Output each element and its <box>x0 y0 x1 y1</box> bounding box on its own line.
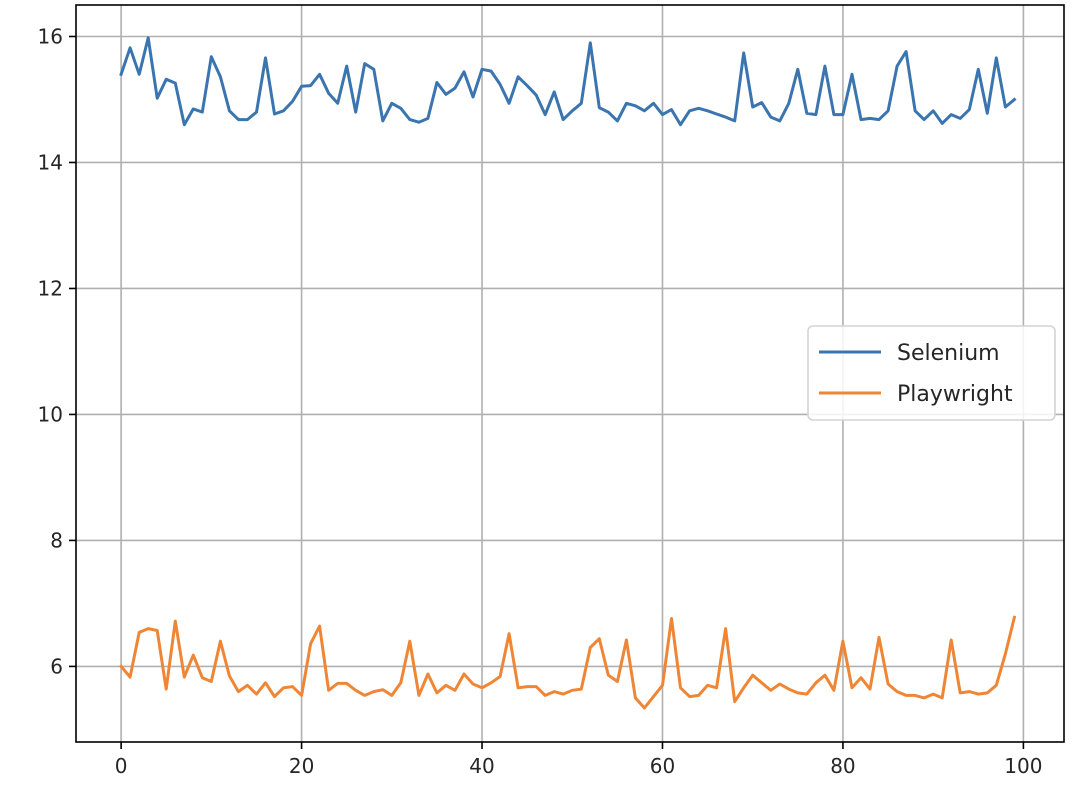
series-line-selenium <box>119 36 1017 127</box>
y-tick-label: 12 <box>38 276 63 300</box>
y-tick-label: 16 <box>38 24 63 48</box>
x-tick-label: 20 <box>289 754 314 778</box>
legend-box <box>807 325 1056 421</box>
grid-lines <box>76 5 1064 742</box>
y-tick-label: 6 <box>50 654 63 678</box>
y-tick-label: 10 <box>38 402 63 426</box>
x-axis: 0 20 40 60 80 100 <box>115 742 1042 778</box>
x-tick-label: 100 <box>1004 754 1042 778</box>
y-axis: 6 8 10 12 14 16 <box>38 24 76 678</box>
plot-area-frame <box>75 4 1065 743</box>
legend-label-selenium: Selenium <box>897 341 1000 366</box>
x-tick-label: 40 <box>469 754 494 778</box>
x-tick-label: 60 <box>650 754 675 778</box>
legend-label-playwright: Playwright <box>897 382 1013 407</box>
x-tick-label: 0 <box>115 754 128 778</box>
series-layer <box>118 36 1017 710</box>
y-tick-label: 8 <box>50 528 63 552</box>
legend: Selenium Playwright <box>807 325 1056 421</box>
x-tick-label: 80 <box>830 754 855 778</box>
y-tick-label: 14 <box>38 150 63 174</box>
series-line-playwright <box>118 615 1017 710</box>
